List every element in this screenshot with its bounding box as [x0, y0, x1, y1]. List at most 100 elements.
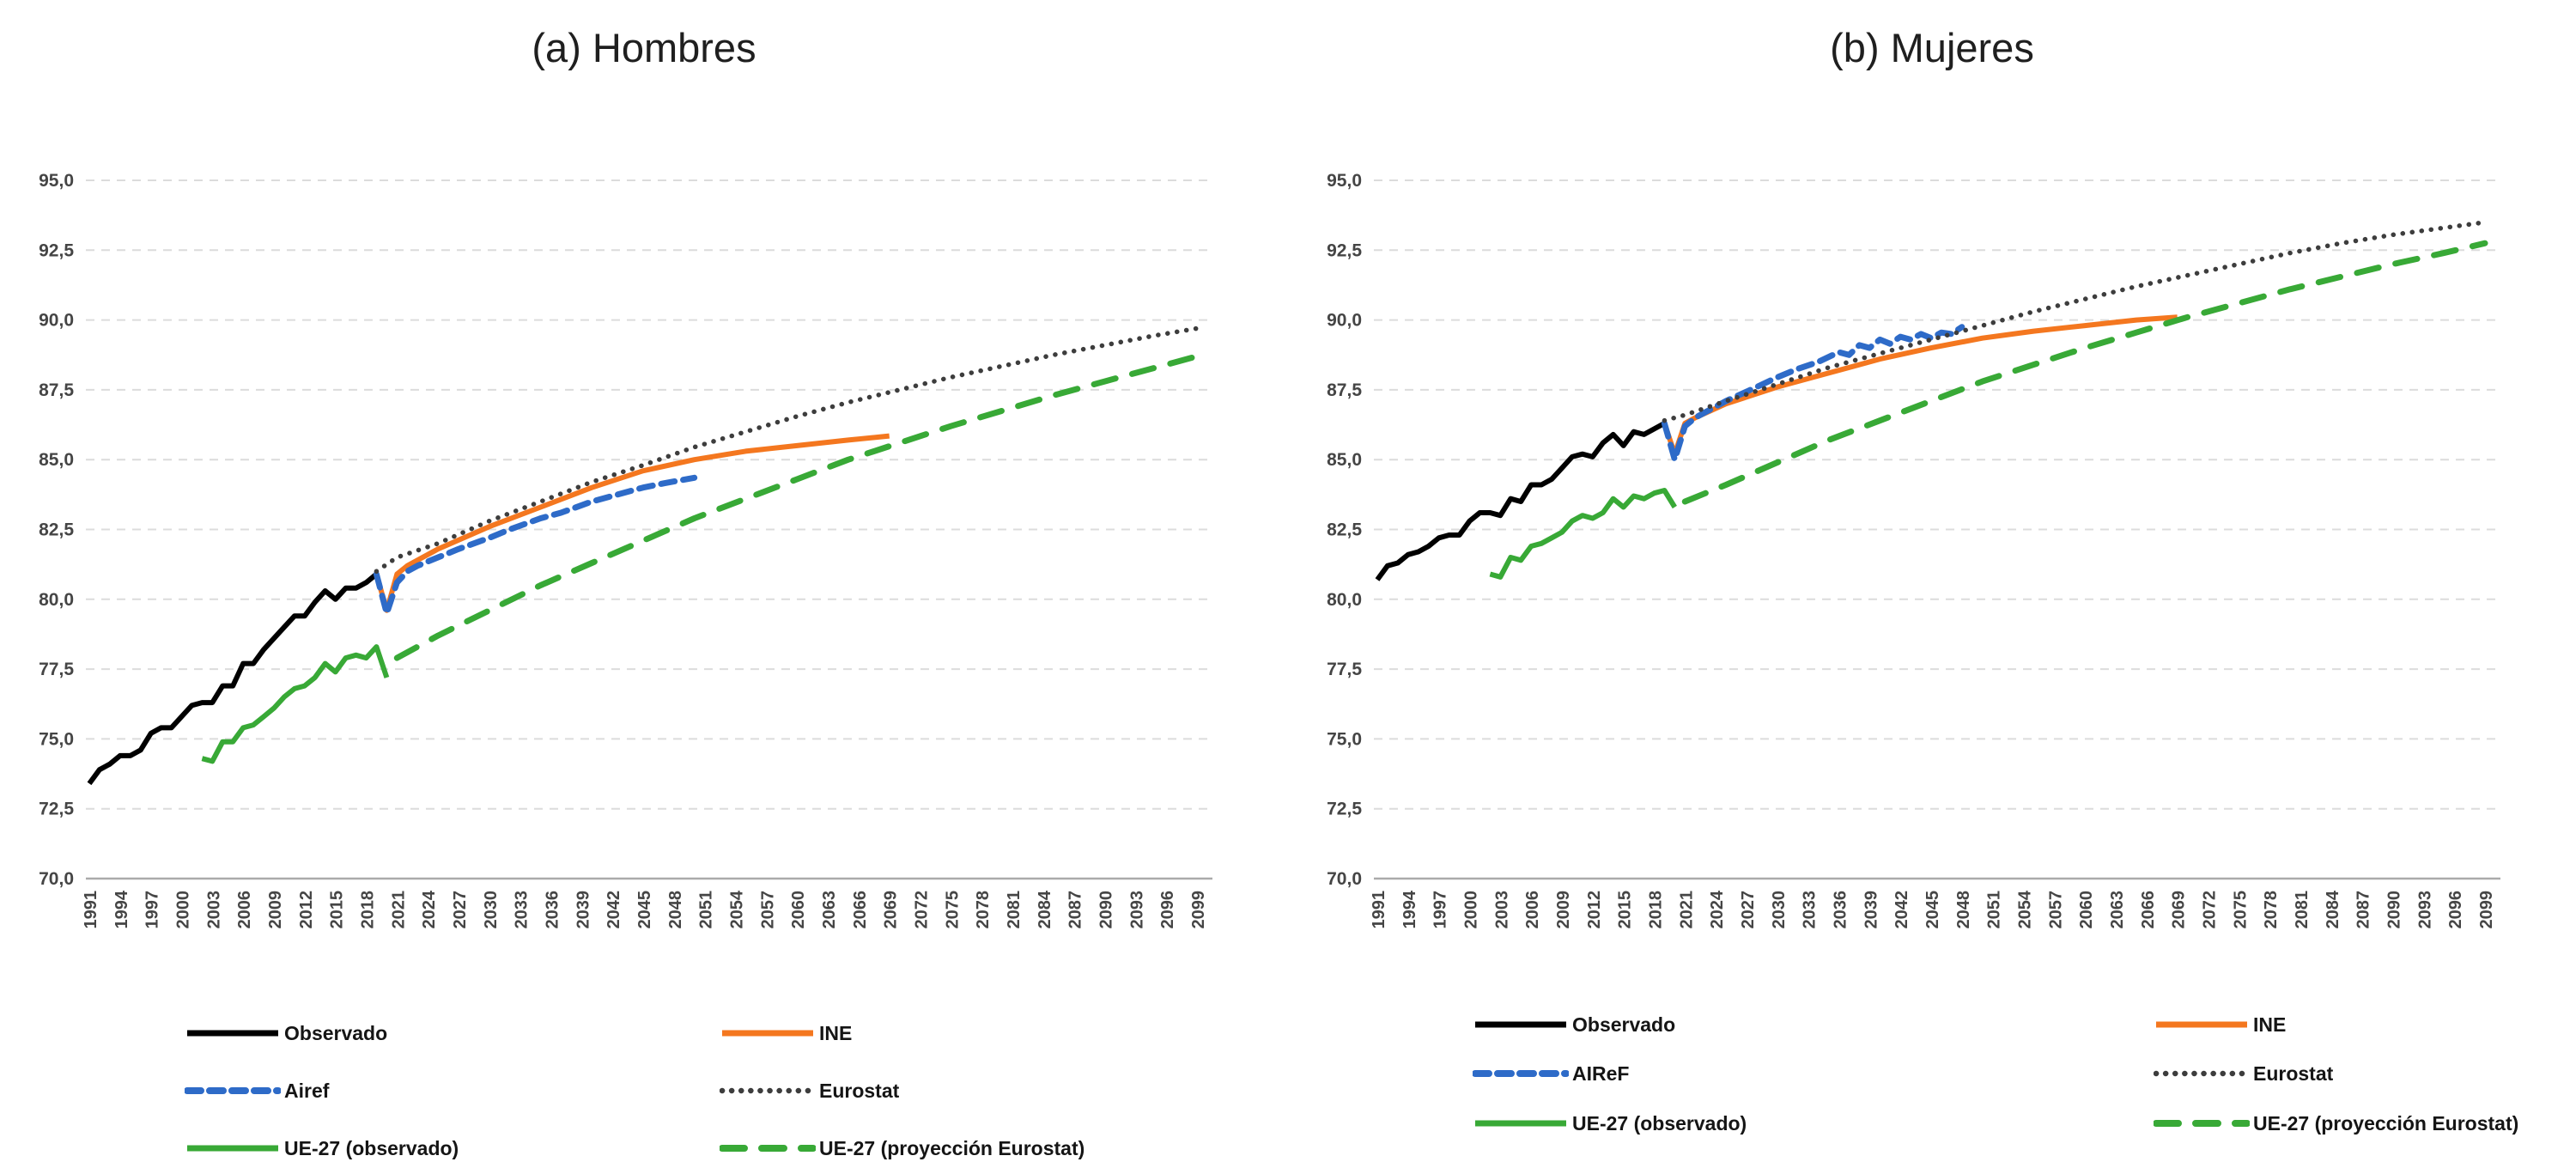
x-tick-label: 1994: [112, 890, 131, 928]
series-line-airef: [1661, 324, 1965, 463]
y-tick-label: 77,5: [39, 660, 74, 679]
y-tick-label: 70,0: [1327, 869, 1362, 889]
legend-label: AIReF: [1572, 1062, 1630, 1085]
y-tick-label: 95,0: [1327, 171, 1362, 191]
x-tick-label: 1994: [1400, 890, 1419, 928]
x-tick-label: 2033: [513, 891, 532, 929]
y-tick-label: 82,5: [1327, 520, 1362, 540]
x-tick-label: 2078: [2262, 891, 2281, 929]
x-tick-label: 2096: [1158, 891, 1177, 929]
x-tick-label: 2039: [1862, 891, 1880, 929]
x-tick-label: 2048: [666, 891, 685, 929]
x-tick-label: 2015: [1616, 891, 1635, 929]
x-tick-label: 2069: [2170, 891, 2189, 929]
x-tick-label: 1991: [1370, 891, 1388, 929]
legend-label: UE-27 (proyección Eurostat): [819, 1136, 1085, 1159]
x-tick-label: 2093: [2415, 891, 2434, 929]
x-tick-label: 2042: [1893, 891, 1911, 929]
x-tick-label: 2087: [2354, 891, 2373, 929]
x-tick-label: 2018: [359, 891, 378, 929]
y-tick-label: 92,5: [39, 240, 74, 260]
chart-title-mujeres: (b) Mujeres: [1830, 25, 2034, 70]
series-line-observado: [1375, 421, 1666, 581]
legend-label: INE: [819, 1021, 853, 1044]
x-tick-label: 2066: [851, 891, 870, 929]
x-tick-label: 2033: [1801, 891, 1820, 929]
y-tick-label: 70,0: [39, 869, 74, 889]
legend-swatch-ine-line: [722, 1030, 813, 1037]
x-tick-label: 2081: [1005, 891, 1024, 929]
legend-label: UE-27 (observado): [284, 1136, 459, 1159]
y-tick-label: 80,0: [1327, 590, 1362, 610]
x-tick-label: 2072: [2201, 891, 2220, 929]
legend-swatch-eurostat-dot-line: [720, 1087, 816, 1094]
x-tick-label: 2066: [2139, 891, 2158, 929]
legend-swatch-airef-dash-line: [1473, 1070, 1569, 1077]
x-tick-label: 2048: [1954, 891, 1973, 929]
series-line-eurostat: [374, 325, 1200, 575]
x-tick-label: 2096: [2446, 891, 2465, 929]
x-tick-label: 2069: [882, 891, 901, 929]
x-tick-label: 2081: [2293, 891, 2312, 929]
series-line-ue27_proj: [1681, 240, 2488, 505]
y-tick-label: 87,5: [39, 380, 74, 400]
legend-label: Eurostat: [819, 1079, 900, 1102]
x-tick-label: 2030: [482, 891, 501, 929]
x-tick-label: 2021: [389, 891, 408, 929]
series-line-ue27_obs: [201, 644, 390, 764]
x-tick-label: 2000: [174, 891, 193, 929]
x-tick-label: 2036: [1832, 891, 1850, 929]
y-tick-label: 72,5: [1327, 800, 1362, 819]
y-tick-label: 82,5: [39, 520, 74, 540]
y-tick-label: 90,0: [39, 311, 74, 331]
x-tick-label: 2006: [235, 891, 254, 929]
x-tick-label: 2012: [1585, 891, 1604, 929]
x-tick-label: 2072: [913, 891, 932, 929]
x-tick-label: 2075: [2231, 891, 2250, 929]
x-tick-label: 1991: [82, 891, 100, 929]
x-tick-label: 2078: [974, 891, 993, 929]
x-tick-label: 2099: [2477, 891, 2496, 929]
y-tick-label: 80,0: [39, 590, 74, 610]
x-tick-label: 2006: [1523, 891, 1542, 929]
x-tick-label: 1997: [143, 891, 162, 929]
y-tick-label: 85,0: [1327, 450, 1362, 470]
y-tick-label: 95,0: [39, 171, 74, 191]
legend-item-observado: Observado: [1473, 1012, 1675, 1037]
x-tick-label: 2084: [1036, 890, 1054, 928]
legend-item-airef: Airef: [185, 1078, 329, 1104]
x-tick-label: 2090: [2385, 891, 2404, 929]
legend-item-eurostat: Eurostat: [2154, 1061, 2333, 1086]
legend-item-ue27_obs: UE-27 (observado): [185, 1135, 459, 1161]
legend-item-ue27_proj: UE-27 (proyección Eurostat): [720, 1135, 1084, 1161]
legend-swatch-observado-line: [1475, 1021, 1566, 1028]
x-tick-label: 2093: [1127, 891, 1146, 929]
y-tick-label: 90,0: [1327, 311, 1362, 331]
x-tick-label: 2000: [1462, 891, 1481, 929]
y-tick-label: 72,5: [39, 800, 74, 819]
legend-item-eurostat: Eurostat: [720, 1078, 899, 1104]
legend-item-ue27_obs: UE-27 (observado): [1473, 1110, 1747, 1136]
x-tick-label: 2015: [328, 891, 347, 929]
legend-item-ine: INE: [720, 1020, 852, 1046]
legend-swatch-ue27_proj-longdash-line: [720, 1145, 816, 1152]
x-tick-label: 2060: [2077, 891, 2096, 929]
x-tick-label: 2054: [728, 890, 747, 928]
y-tick-label: 75,0: [39, 729, 74, 749]
legend-swatch-ue27_obs-line: [187, 1145, 278, 1152]
x-tick-label: 2051: [1985, 891, 2004, 929]
x-tick-label: 2027: [451, 891, 470, 929]
x-tick-label: 2057: [2046, 891, 2065, 929]
legend-item-airef: AIReF: [1473, 1061, 1629, 1086]
legend-swatch-ue27_proj-longdash-line: [2154, 1120, 2250, 1127]
x-tick-label: 2030: [1770, 891, 1789, 929]
legend-swatch-ine-line: [2156, 1021, 2247, 1028]
legend-swatch-eurostat-dot-line: [2154, 1070, 2250, 1077]
legend-label: Observado: [284, 1021, 388, 1044]
x-tick-label: 2054: [2016, 890, 2035, 928]
y-tick-label: 85,0: [39, 450, 74, 470]
x-tick-label: 2027: [1739, 891, 1758, 929]
x-tick-label: 2003: [1492, 891, 1511, 929]
x-tick-label: 2075: [943, 891, 962, 929]
series-line-airef: [373, 474, 698, 617]
